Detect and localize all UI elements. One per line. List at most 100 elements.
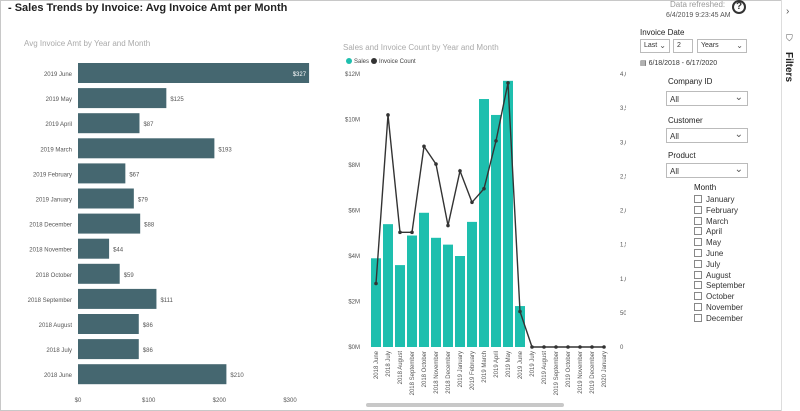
data-label: $44 [113,248,124,254]
data-refreshed-label: Data refreshed: [670,0,726,9]
month-checkbox[interactable] [694,249,702,257]
y-left-tick-label: $10M [345,118,360,124]
y-left-tick-label: $6M [348,209,360,215]
x-tick-label: 2018 September [410,351,416,395]
sales-bar [467,221,477,347]
y-right-tick-label: 500 [620,311,626,317]
invoice-count-point [602,345,606,349]
legend-marker-sales [346,58,352,64]
filters-pane[interactable] [781,0,800,411]
date-unit-select[interactable]: Years ⌄ [697,39,747,53]
data-label: $88 [144,223,155,229]
chart-horizontal-scrollbar[interactable] [366,403,564,407]
bar [78,314,139,334]
month-checkbox[interactable] [694,259,702,268]
bar [78,113,140,134]
month-option[interactable]: October [694,292,734,302]
month-checkbox[interactable] [694,227,702,236]
month-option[interactable]: August [694,270,731,281]
month-checkbox[interactable] [694,313,702,322]
question-circle-icon[interactable]: ? [732,0,746,14]
bar [78,364,227,385]
invoice-count-point [590,345,594,349]
x-tick-label: 2018 July [386,351,392,377]
x-tick-label: $300 [283,398,297,404]
bar [78,88,167,109]
customer-value: All [670,132,679,141]
month-checkbox[interactable] [694,270,702,279]
chevron-down-icon: ⌄ [734,92,743,103]
date-count-input[interactable]: 2 [673,39,693,53]
sales-bar [371,258,381,347]
y-tick-label: 2019 June [44,72,73,78]
data-label: $111 [160,298,173,304]
month-option[interactable]: July [694,259,721,270]
month-checkbox[interactable] [694,216,702,225]
sales-bar [503,80,513,347]
month-option-label: February [706,205,739,215]
month-option[interactable]: November [694,303,743,313]
product-value: All [670,167,679,176]
x-tick-label: 2018 December [446,351,452,394]
month-option[interactable]: May [694,238,721,248]
invoice-count-point [470,200,474,205]
date-mode-value: Last [644,42,658,49]
invoice-count-point [494,139,498,143]
month-checkbox[interactable] [694,205,702,214]
month-checkbox[interactable] [694,281,702,290]
month-option[interactable]: April [694,227,722,237]
company-id-label: Company ID [668,77,713,86]
y-left-tick-label: $12M [345,72,360,78]
bar [78,63,310,83]
customer-label: Customer [668,116,703,125]
month-checkbox[interactable] [694,292,702,301]
x-tick-label: $200 [213,398,227,404]
y-right-tick-label: 4,000 [620,72,626,78]
product-dropdown[interactable]: All ⌄ [666,163,748,178]
month-option[interactable]: December [694,313,743,324]
company-id-dropdown[interactable]: All ⌄ [666,91,748,106]
sales-bar [443,244,453,347]
filter-funnel-icon: ⛉ [786,33,793,43]
sales-invoice-chart: Sales Invoice Count $0M $2M $4M $6M $8M $10M $12… [345,58,626,395]
chevron-down-icon: ⌄ [734,129,743,140]
sales-bar [395,265,405,347]
month-option[interactable]: March [694,216,729,227]
month-option[interactable]: September [694,281,745,291]
month-option-label: July [706,259,721,269]
date-mode-select[interactable]: Last ⌄ [640,39,670,53]
customer-dropdown[interactable]: All ⌄ [666,128,748,143]
month-option[interactable]: February [694,205,739,216]
invoice-count-point [482,186,486,191]
date-range: ▤ 6/18/2018 - 6/17/2020 [640,59,717,67]
invoice-count-point [446,223,450,228]
x-tick-label: 2019 June [518,350,524,379]
month-slicer-title: Month [694,183,717,192]
chevron-down-icon: ⌄ [734,164,743,175]
month-option-label: October [706,292,735,302]
month-checkbox[interactable] [694,303,702,311]
invoice-count-point [398,230,402,235]
invoice-count-point [554,345,558,349]
invoice-count-point [386,113,390,117]
month-checkbox[interactable] [694,195,702,203]
legend-marker-invoice-count [371,58,377,64]
avg-invoice-chart-title: Avg Invoice Amt by Year and Month [24,39,151,48]
y-right-tick-label: 0 [620,345,624,351]
date-range-value: 6/18/2018 - 6/17/2020 [648,60,718,67]
data-label: $193 [218,147,232,153]
month-option[interactable]: June [694,249,723,259]
month-option-label: March [706,216,729,226]
company-id-value: All [670,95,679,104]
x-tick-label: 2019 January [458,351,464,387]
y-right-tick-label: 1,000 [620,277,626,283]
month-checkbox[interactable] [694,238,702,247]
x-tick-label: 2019 July [530,351,536,377]
chevron-right-icon[interactable]: › [786,6,790,17]
filters-pane-label: Filters [783,52,794,83]
y-tick-label: 2018 September [28,298,72,304]
month-option-label: September [706,281,746,291]
data-label: $87 [143,122,154,128]
sales-bar [491,114,501,347]
month-option[interactable]: January [694,195,734,205]
